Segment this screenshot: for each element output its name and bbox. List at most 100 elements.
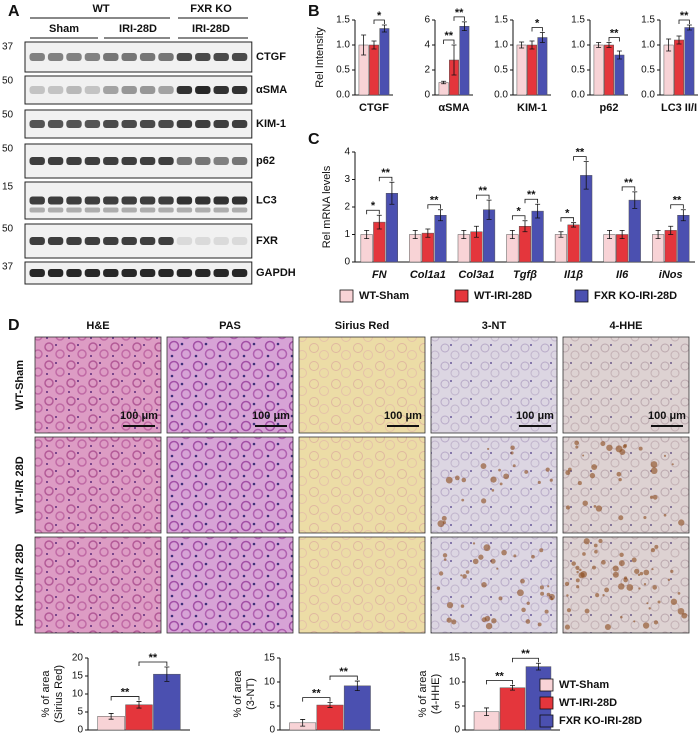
legend-swatch [539,696,554,710]
x-tick-label: iNos [659,269,683,281]
micrograph [298,336,426,434]
stain-spot [577,481,582,486]
blot-band [84,269,101,277]
bar [663,44,674,96]
bar [369,44,379,96]
y-tick-label: 5 [77,707,83,718]
blot-band [139,237,156,245]
blot-label: p62 [256,155,275,167]
legend-label: FXR KO-IRI-28D [559,715,642,727]
y-axis-label: (Sirius Red) [53,665,65,723]
stain-spot [591,464,598,471]
stain-spot [582,552,586,556]
stain-spot [622,444,627,449]
stain-spot [646,602,649,605]
error-bar [164,666,170,682]
error-bar [632,191,638,209]
error-bar [666,38,672,52]
stain-spot [525,619,531,624]
stain-spot [526,601,530,605]
blot-band [103,207,119,213]
significance-label: * [371,200,376,212]
stain-spot [592,565,596,570]
y-tick-label: 1.0 [641,40,655,51]
stain-spot [651,568,654,571]
blot-band [84,207,101,213]
stain-spot [442,553,448,558]
stain-spot [595,593,600,598]
blot-condition: Sham [49,23,79,35]
bar [537,37,548,96]
bar [593,44,604,96]
y-tick-label: 4 [344,147,350,158]
stain-spot [521,607,526,613]
error-bar [616,50,622,60]
significance-label: ** [430,195,439,207]
blot-band [29,86,45,94]
micrograph [166,336,294,434]
blot-band [158,53,174,61]
stain-spot [524,470,529,474]
scale-bar-label: 100 μm [648,410,686,422]
significance-label: ** [121,686,130,698]
stain-spot [667,578,671,582]
error-bar [364,229,370,240]
bar [343,685,371,731]
error-bar [535,662,541,671]
significance-bracket [138,661,168,666]
stain-spot [574,440,579,446]
stain-spot [472,542,476,545]
significance-bracket [670,204,684,209]
significance-bracket [378,176,393,182]
stain-spot [501,549,507,556]
y-tick-label: 1.0 [571,40,585,51]
blot-band [103,237,119,245]
significance-bracket [443,39,455,44]
stain-spot [445,476,453,484]
stain-spot [582,500,588,506]
scale-bar-label: 100 μm [384,410,422,422]
error-bar [461,229,467,240]
stain-spot [575,578,580,583]
error-bar [655,229,661,240]
stain-spot [601,560,606,565]
stain-spot [593,543,598,548]
significance-label: ** [312,688,321,700]
blot-band [195,269,211,277]
bar [604,44,614,96]
blot-condition: IRI-28D [192,23,230,35]
stain-spot [436,586,441,590]
error-bar [300,719,306,727]
stain-spot [583,538,590,545]
micrograph [298,436,426,534]
micrograph [562,536,690,634]
stain-spot [618,560,625,567]
stain-spot [575,445,579,449]
column-header: Sirius Red [335,320,389,332]
y-tick-label: 15 [72,671,84,682]
column-header: 3-NT [482,320,507,332]
significance-bracket [511,215,526,220]
error-bar [676,35,682,45]
micrograph [430,436,558,534]
legend-swatch [574,289,589,303]
stain-spot [618,583,625,590]
error-bar [607,229,613,240]
blot-band [139,196,156,205]
stain-spot [472,558,479,565]
error-bar [327,702,333,708]
stain-spot [593,505,597,508]
stain-spot [639,571,644,576]
blot-band [213,269,229,277]
mw-marker: 37 [2,262,14,273]
stain-spot [540,591,545,596]
bar [628,199,641,263]
error-bar [510,684,515,691]
significance-label: * [377,10,382,22]
legend-swatch [539,678,554,692]
blot-band [213,157,229,165]
significance-bracket [427,204,441,209]
stain-spot [446,617,452,623]
significance-label: ** [149,652,158,664]
stain-spot [490,476,497,483]
